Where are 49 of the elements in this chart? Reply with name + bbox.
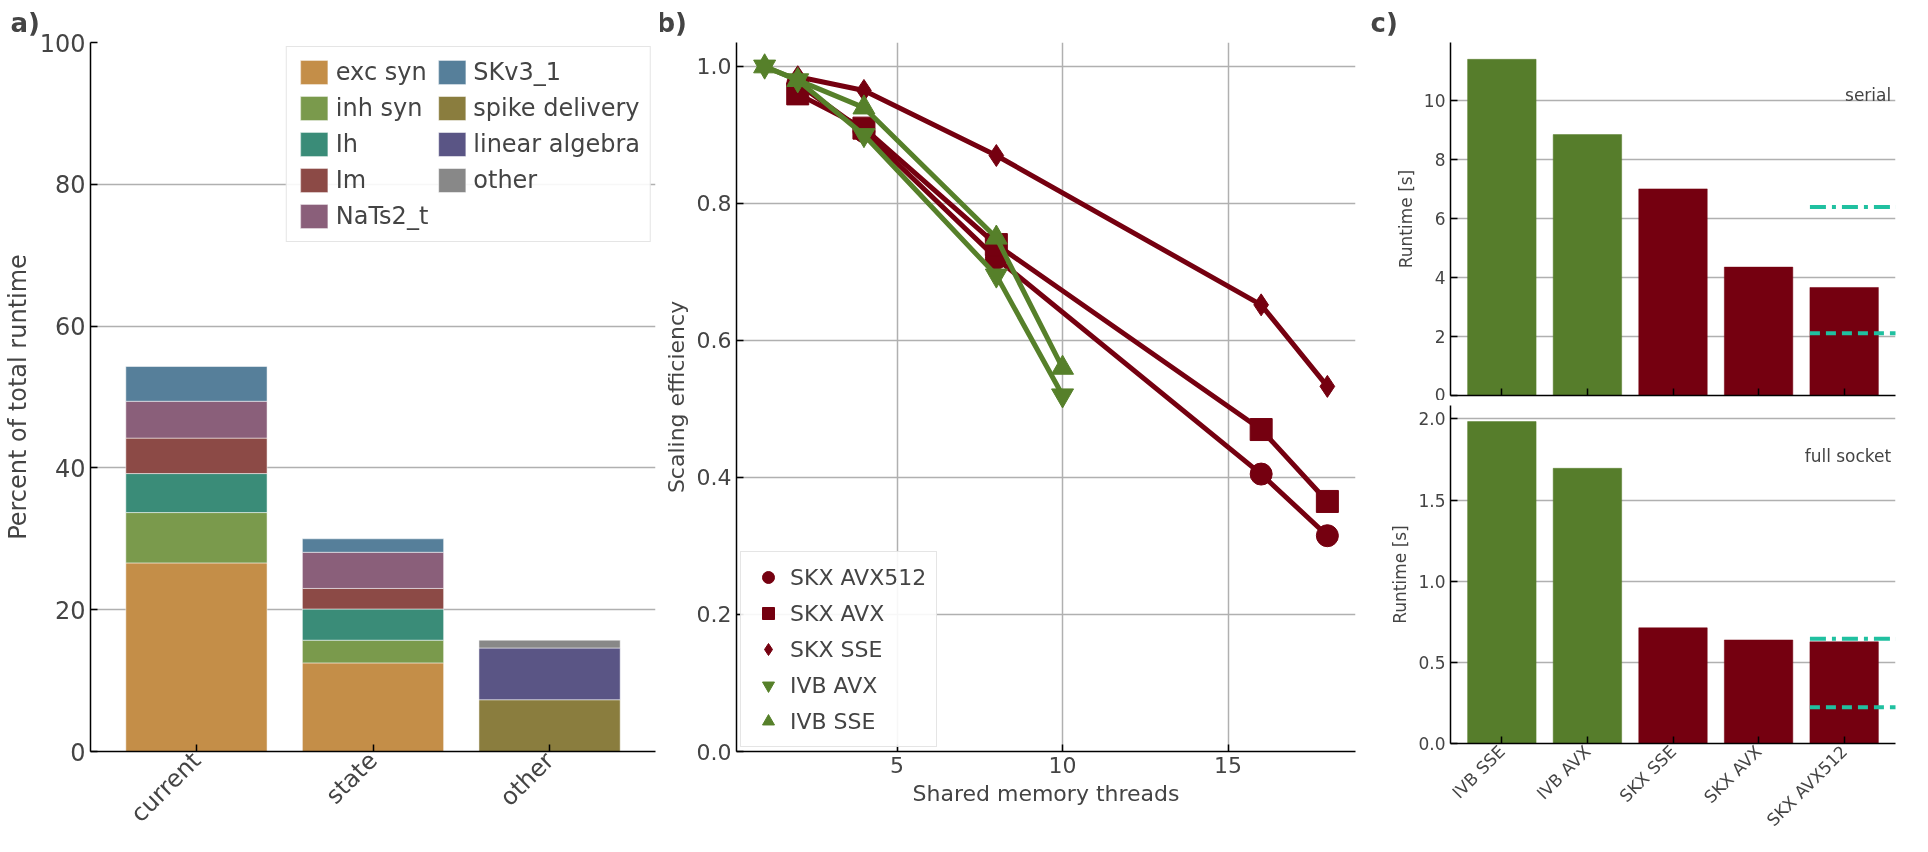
chart-title: c) xyxy=(1370,7,1398,38)
legend-label: inh syn xyxy=(335,94,423,122)
y-tick-label: 0.5 xyxy=(1418,652,1446,673)
y-tick-label: 0.0 xyxy=(1418,734,1446,754)
y-tick-label: 0 xyxy=(70,738,86,767)
annotation: serial xyxy=(1845,85,1892,106)
legend-label: SKX SSE xyxy=(790,636,883,662)
legend-label: IVB SSE xyxy=(790,708,876,734)
y-axis-title: Runtime [s] xyxy=(1395,169,1416,269)
legend-label: linear algebra xyxy=(473,130,640,158)
legend-label: IVB AVX xyxy=(790,672,878,698)
x-tick-label: 15 xyxy=(1214,752,1243,778)
legend-label: other xyxy=(473,166,538,194)
y-tick-label: 2 xyxy=(1434,326,1446,347)
legend-label: exc syn xyxy=(335,58,427,86)
x-axis-title: Shared memory threads xyxy=(912,780,1180,806)
legend-label: SKv3_1 xyxy=(473,58,562,86)
y-axis-title: Runtime [s] xyxy=(1390,525,1411,624)
y-tick-label: 8 xyxy=(1434,149,1446,170)
y-tick-label: 0.6 xyxy=(696,328,732,354)
legend-label: spike delivery xyxy=(473,94,640,122)
y-tick-label: 0.0 xyxy=(696,739,732,765)
y-tick-label: 100 xyxy=(39,29,86,58)
y-tick-label: 1.5 xyxy=(1418,490,1446,511)
x-tick-label: 10 xyxy=(1048,752,1077,778)
legend-label: SKX AVX512 xyxy=(790,564,927,590)
y-tick-label: 10 xyxy=(1423,90,1446,111)
legend-label: SKX AVX xyxy=(790,600,885,626)
y-tick-label: 2.0 xyxy=(1418,409,1446,430)
annotation: full socket xyxy=(1804,446,1892,467)
y-tick-label: 40 xyxy=(54,454,86,483)
legend-label: Im xyxy=(335,166,367,194)
y-tick-label: 20 xyxy=(54,596,86,625)
y-axis-title: Scaling efficiency xyxy=(663,300,689,494)
y-tick-label: 0.2 xyxy=(696,602,732,628)
legend-label: NaTs2_t xyxy=(335,202,429,230)
y-tick-label: 60 xyxy=(54,313,86,342)
y-tick-label: 0.4 xyxy=(696,465,732,491)
y-tick-label: 1.0 xyxy=(1418,571,1446,592)
y-tick-label: 0 xyxy=(1434,384,1446,405)
y-tick-label: 0.8 xyxy=(696,191,732,217)
y-tick-label: 4 xyxy=(1434,267,1446,288)
y-axis-title: Percent of total runtime xyxy=(3,254,32,540)
chart-title: a) xyxy=(10,7,40,38)
y-tick-label: 1.0 xyxy=(696,54,732,80)
legend-label: Ih xyxy=(335,130,359,158)
x-tick-label: 5 xyxy=(890,752,905,778)
y-tick-label: 6 xyxy=(1434,208,1446,229)
y-tick-label: 80 xyxy=(54,171,86,200)
